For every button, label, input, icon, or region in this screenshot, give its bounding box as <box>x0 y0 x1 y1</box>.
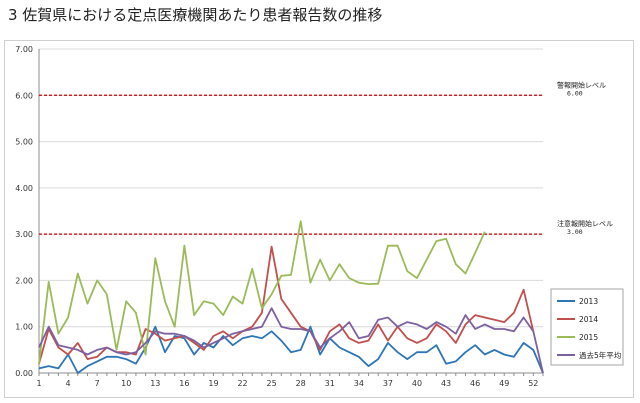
x-tick-label: 22 <box>237 379 247 388</box>
x-tick-label: 25 <box>267 379 277 388</box>
series-line-過去5年平均 <box>38 307 544 374</box>
x-tick-label: 40 <box>412 379 422 388</box>
y-tick-label: 5.00 <box>15 138 33 147</box>
x-tick-label: 10 <box>121 379 131 388</box>
series-line-2013 <box>38 325 544 374</box>
x-tick-label: 1 <box>36 379 41 388</box>
series-line-2014 <box>38 245 535 364</box>
legend-label: 過去5年平均 <box>579 350 621 360</box>
legend-label: 2013 <box>579 297 598 306</box>
y-tick-label: 2.00 <box>15 276 33 285</box>
y-tick-label: 1.00 <box>15 323 33 332</box>
chart-frame: 0.00 1.00 2.00 3.00 4.00 5.00 6.00 7.00 1 4 7 10 13 1… <box>4 40 634 398</box>
x-tick-label: 43 <box>441 379 451 388</box>
y-tick-label: 6.00 <box>15 91 33 100</box>
x-tick-label: 28 <box>296 379 306 388</box>
threshold-value-label: 3.00 <box>567 228 583 236</box>
legend-label: 2015 <box>579 333 598 342</box>
x-tick-label: 34 <box>354 379 364 388</box>
chart-title: 3 佐賀県における定点医療機関あたり患者報告数の推移 <box>8 6 383 24</box>
x-tick-label: 37 <box>383 379 393 388</box>
threshold-label: 注意報開始レベル <box>557 219 613 228</box>
y-tick-label: 7.00 <box>15 45 33 54</box>
threshold-label: 警報開始レベル <box>557 80 606 89</box>
x-tick-label: 13 <box>150 379 160 388</box>
x-tick-label: 52 <box>528 379 538 388</box>
chart-svg: 0.00 1.00 2.00 3.00 4.00 5.00 6.00 7.00 1 4 7 10 13 1… <box>15 45 624 388</box>
x-tick-label: 4 <box>66 379 71 388</box>
x-tick-label: 46 <box>470 379 480 388</box>
y-tick-label: 0.00 <box>15 369 33 378</box>
x-tick-label: 16 <box>179 379 189 388</box>
x-tick-label: 7 <box>95 379 100 388</box>
y-tick-label: 3.00 <box>15 230 33 239</box>
series-line-2015 <box>38 220 486 364</box>
legend-label: 2014 <box>579 315 598 324</box>
x-tick-label: 19 <box>208 379 218 388</box>
x-tick-label: 31 <box>325 379 335 388</box>
x-tick-label: 49 <box>499 379 509 388</box>
plot-area <box>39 49 543 373</box>
threshold-value-label: 6.00 <box>567 89 583 97</box>
y-tick-label: 4.00 <box>15 184 33 193</box>
